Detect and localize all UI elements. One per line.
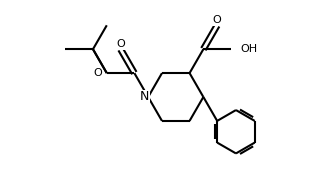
Text: O: O xyxy=(213,15,221,25)
Text: N: N xyxy=(140,90,149,104)
Text: O: O xyxy=(116,39,125,49)
Text: O: O xyxy=(93,68,102,78)
Text: OH: OH xyxy=(241,44,258,54)
